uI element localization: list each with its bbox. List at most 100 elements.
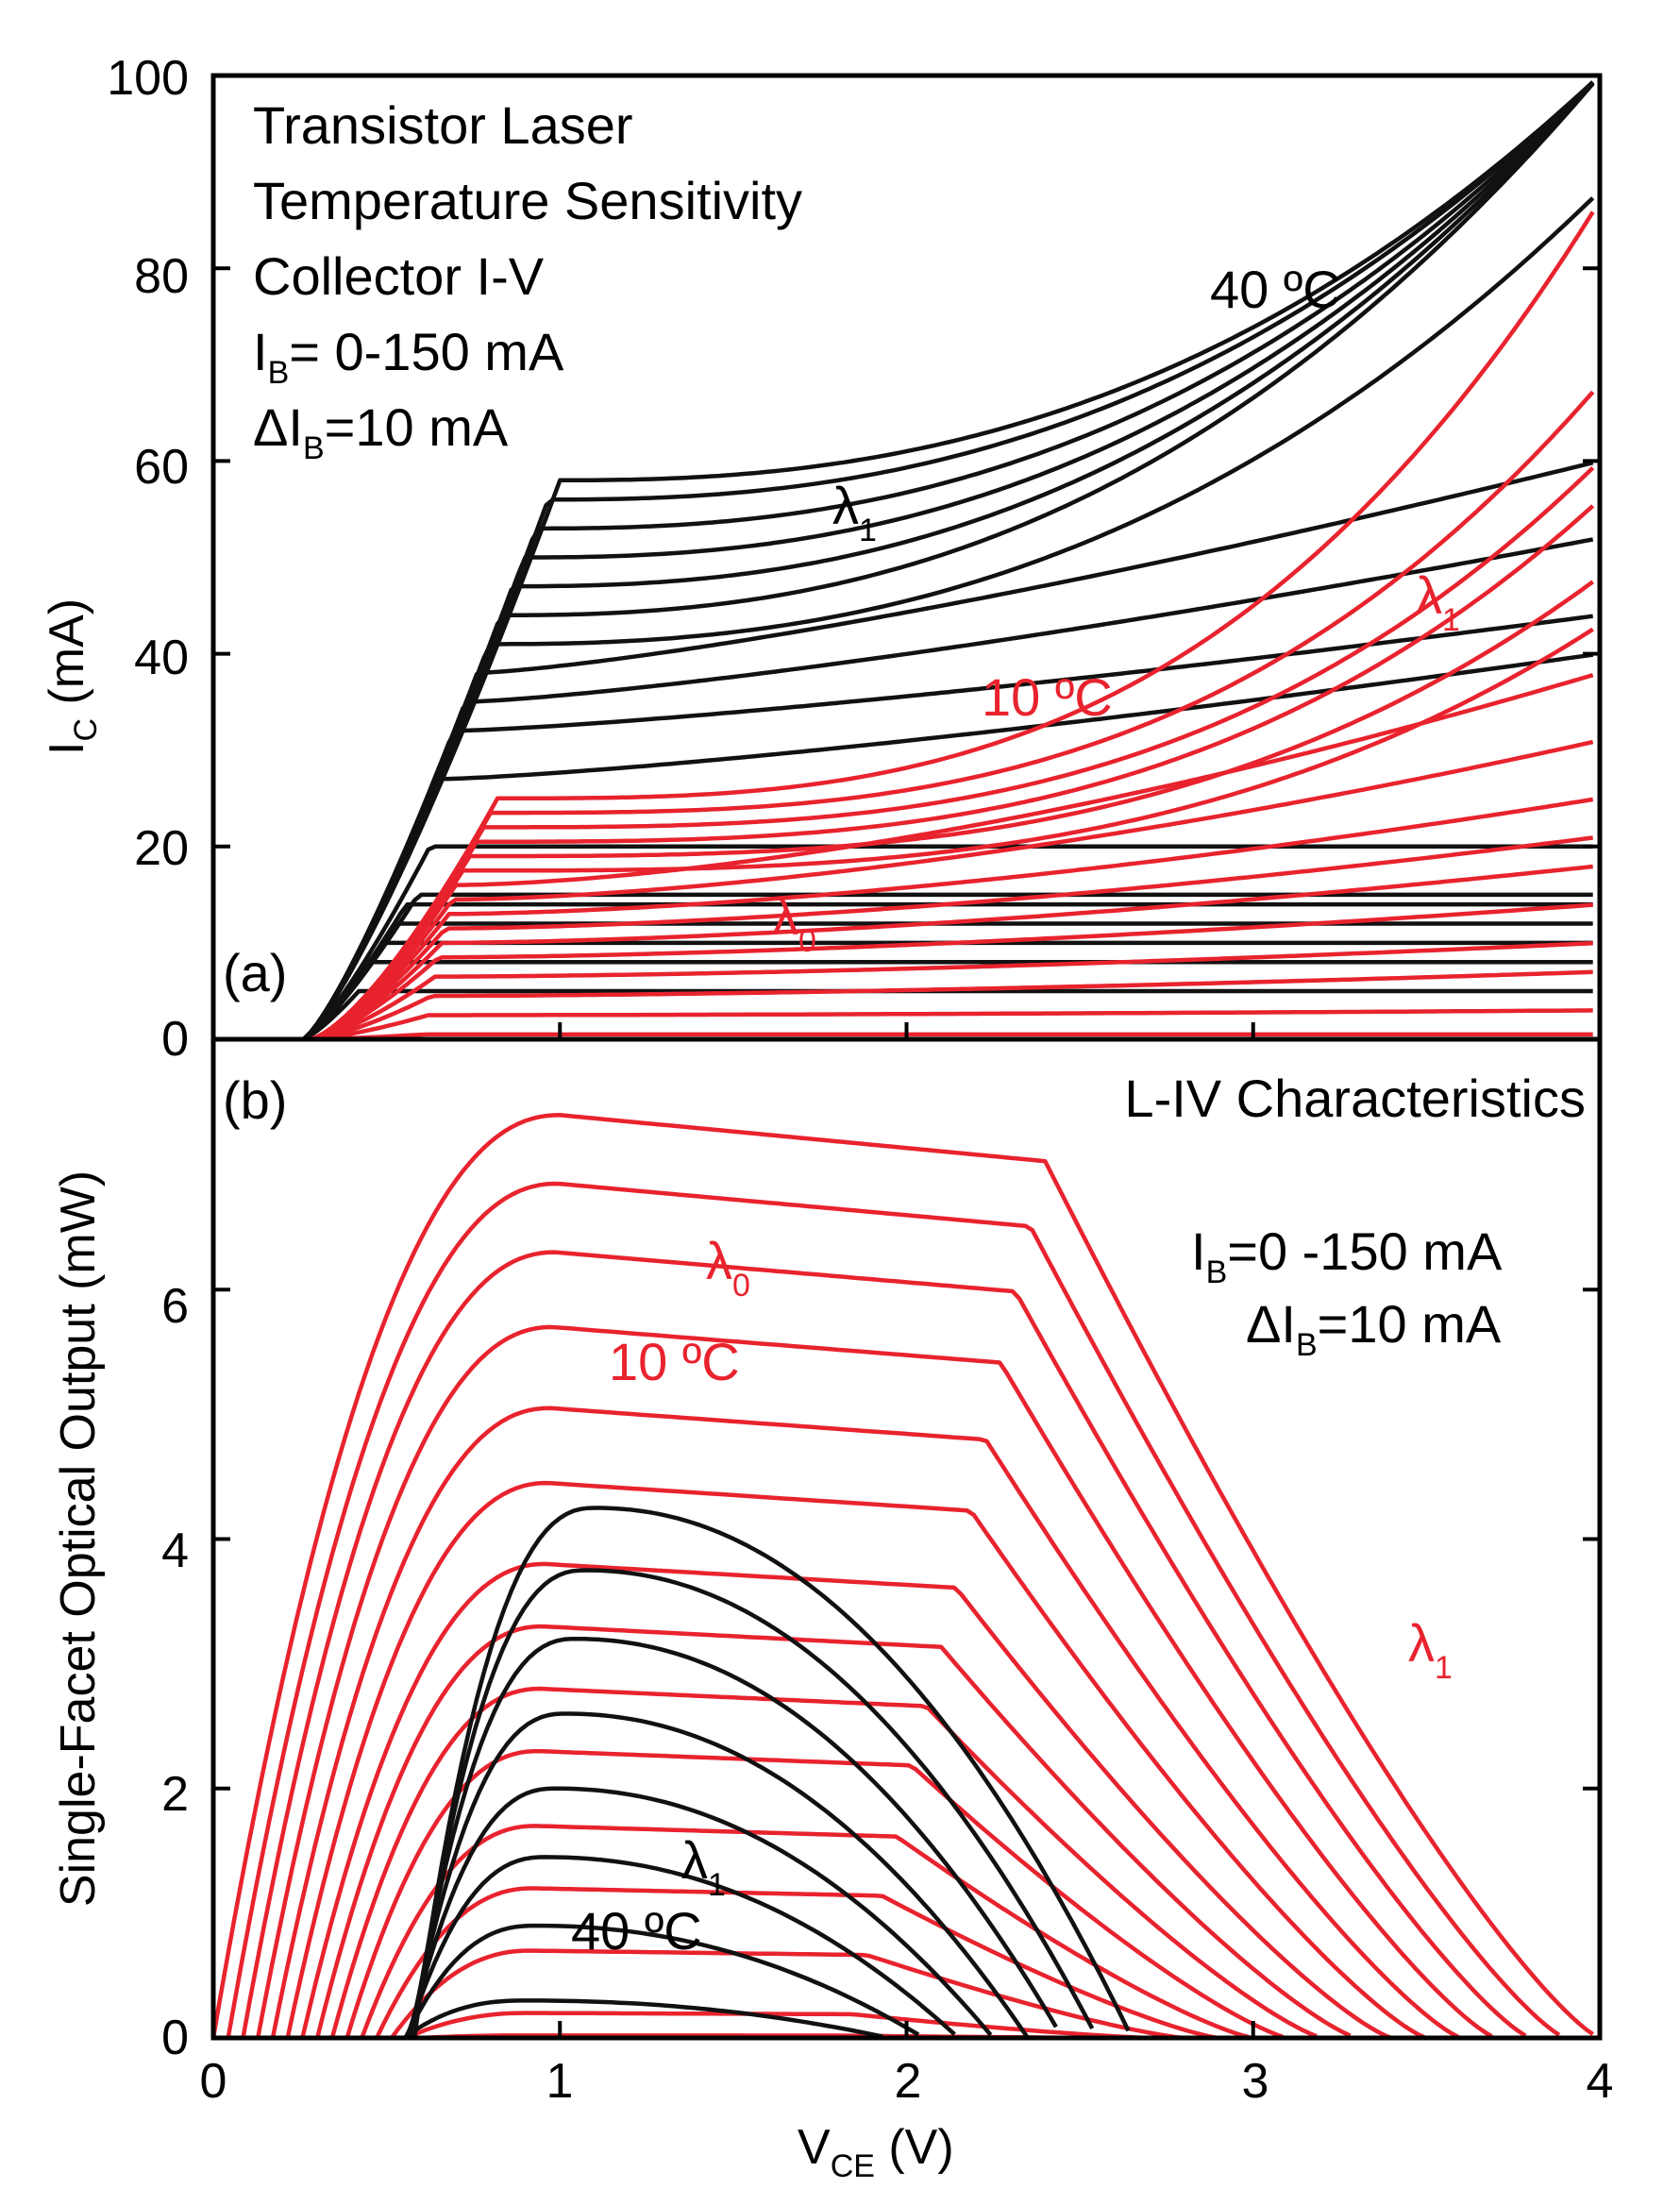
ib-sub: B [1206,1254,1228,1290]
ic-curve-40c [301,614,1594,1038]
liv-curve-40c [408,1711,1029,2038]
axis-ticks [213,266,1600,2038]
liv-curve-10c [236,1250,1527,2038]
label-10c-a[interactable]: 10 ºC [982,667,1113,727]
liv-curve-40c [402,1998,883,2038]
ib-range-label: IB= 0-150 mA [253,322,564,391]
lambda-main: λ [772,886,798,946]
ic-curve-10c [310,465,1595,1038]
ib-main: I [253,322,268,381]
yb-tick-label: 6 [161,1279,189,1334]
ic-curve-10c [310,902,1593,1038]
lambda-main: λ [706,1231,732,1290]
liv-curve-40c [411,1568,1095,2038]
liv-curve-10c [265,1405,1460,2038]
ic-curve-40c [302,960,1593,1038]
dib-main: ΔI [253,397,303,457]
ya-tick-label: 0 [161,1012,189,1067]
ic-curve-10c [310,580,1595,1038]
panel-b-y-tick-labels: 0 2 4 6 [161,1279,189,2065]
ib-rest: =0 -150 mA [1227,1221,1503,1281]
lambda0-red-a: λ0 [772,886,816,959]
x-tick-label: 3 [1242,2054,1269,2109]
panel-b-curves [213,1113,1595,2038]
lambda-main: λ [832,476,859,535]
lambda-main: λ [1408,1613,1435,1673]
ic-curve-40c [301,537,1594,1038]
ic-curve-10c [310,1032,1593,1038]
ic-curve-10c [310,835,1593,1038]
liv-curve-40c [403,1923,920,2038]
lambda1-black-b: λ1 [681,1830,726,1903]
lambda-sub: 0 [732,1268,750,1304]
dib-main: ΔI [1246,1294,1296,1354]
ic-curve-10c [310,210,1595,1038]
dib-sub: B [303,430,325,466]
ya-tick-label: 80 [134,249,189,304]
lambda-sub: 1 [859,513,877,548]
ic-curve-10c [310,627,1594,1038]
panel-b-label: (b) [223,1070,287,1130]
liv-curve-40c [404,1855,956,2038]
x-axis-label-unit: (V) [875,2120,954,2175]
yb-tick-label: 4 [161,1523,189,1578]
lambda0-red-b: λ0 [706,1231,750,1304]
dib-rest: =10 mA [1318,1294,1502,1354]
panel-a-curves [301,80,1595,1038]
lambda1-red-a: λ1 [1416,565,1460,638]
ib-main: I [1191,1221,1206,1281]
panel-b-y-axis-label: Single-Facet Optical Output (mW) [51,1170,106,1907]
ic-curve-40c [302,844,1593,1038]
ya-label-sub: C [68,718,104,742]
x-axis-label: VCE (V) [798,2120,954,2184]
panel-a-annotations: Transistor Laser Temperature Sensitivity… [223,95,1460,1002]
lambda-sub: 1 [1442,602,1460,638]
ic-curve-40c [301,196,1595,1038]
x-axis-label-sub: CE [831,2148,875,2184]
annotation-line: Transistor Laser [253,95,633,155]
ya-tick-label: 60 [134,440,189,495]
panel-a-y-axis-label: IC (mA) [40,598,104,755]
ib-rest: = 0-150 mA [289,322,564,381]
ic-curve-40c [301,82,1595,1038]
panel-b-title: L-IV Characteristics [1124,1069,1586,1128]
ya-tick-label: 20 [134,821,189,876]
yb-tick-label: 0 [161,2011,189,2065]
lambda-main: λ [1416,565,1442,625]
annotation-line: Collector I-V [253,246,545,306]
x-tick-label: 1 [546,2054,574,2109]
ic-curve-10c [310,504,1595,1038]
label-10c-b: 10 ºC [609,1332,740,1391]
liv-curve-10c [369,1886,1217,2038]
ya-label-main: I [40,742,94,755]
panel-a-label: (a) [223,943,287,1002]
dib-sub: B [1296,1327,1318,1363]
lambda-sub: 0 [798,923,816,959]
liv-curve-10c [221,1181,1561,2038]
liv-curve-40c [412,1506,1131,2038]
ic-curve-10c [310,969,1593,1038]
annotation-line: Temperature Sensitivity [253,171,802,230]
panel-b-annotations: (b) L-IV Characteristics IB=0 -150 mA ΔI… [223,1069,1586,1961]
ya-tick-label: 100 [107,51,189,106]
x-tick-label: 0 [200,2054,227,2109]
liv-curve-10c [295,1561,1392,2038]
x-tick-labels: 0 1 2 3 4 [200,2054,1614,2109]
label-40c-b: 40 ºC [571,1901,702,1961]
liv-curve-10c [325,1686,1318,2038]
panel-a-y-tick-labels: 0 20 40 60 80 100 [107,51,189,1067]
ic-curve-40c [302,652,1594,1038]
lambda-main: λ [681,1830,708,1890]
ic-curve-10c [310,673,1594,1038]
ic-curve-10c [310,739,1594,1038]
liv-curve-10c [280,1480,1426,2038]
yb-tick-label: 2 [161,1767,189,1822]
liv-curve-10c [355,1824,1251,2038]
ic-curve-40c [301,461,1594,1038]
ic-curve-40c [302,80,1595,1038]
ib-step-label-b: ΔIB=10 mA [1246,1294,1502,1363]
liv-curve-40c [409,1636,1058,2038]
x-axis-label-main: V [798,2120,831,2175]
ic-curve-40c [301,80,1595,1038]
